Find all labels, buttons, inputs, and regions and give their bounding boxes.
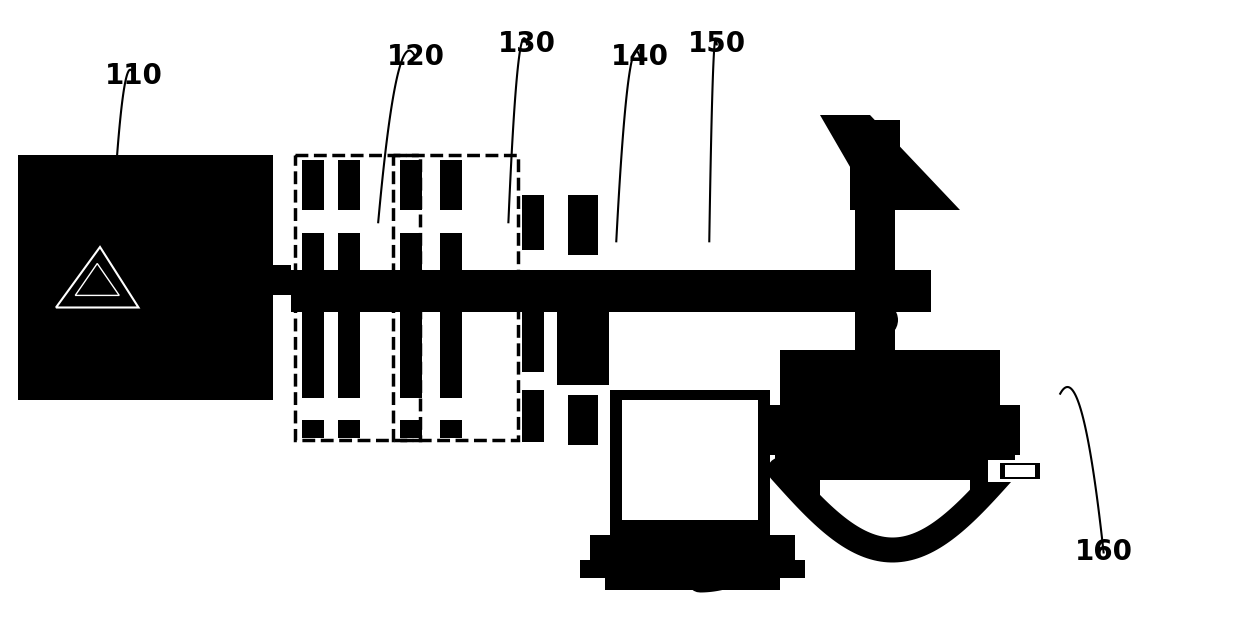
- Bar: [440, 160, 463, 210]
- Bar: [856, 200, 895, 415]
- Bar: [590, 535, 795, 565]
- Bar: [522, 390, 544, 442]
- Bar: [291, 270, 931, 312]
- Bar: [760, 405, 1021, 455]
- Text: 150: 150: [688, 30, 745, 58]
- Bar: [1004, 465, 1035, 477]
- Bar: [970, 478, 988, 496]
- Text: 110: 110: [105, 62, 162, 90]
- Bar: [440, 420, 463, 438]
- Bar: [440, 233, 463, 398]
- Bar: [303, 160, 324, 210]
- Bar: [401, 160, 422, 210]
- Bar: [303, 233, 324, 398]
- Bar: [557, 270, 609, 385]
- Bar: [999, 463, 1040, 479]
- Circle shape: [862, 302, 898, 338]
- Bar: [780, 350, 999, 410]
- Text: 120: 120: [387, 43, 444, 71]
- Bar: [273, 265, 291, 295]
- Bar: [663, 543, 717, 555]
- Bar: [988, 460, 1038, 482]
- Bar: [620, 530, 765, 542]
- Bar: [849, 120, 900, 210]
- Bar: [393, 155, 518, 440]
- Bar: [401, 233, 422, 398]
- Bar: [568, 395, 598, 445]
- Bar: [339, 420, 360, 438]
- Bar: [303, 420, 324, 438]
- Bar: [990, 463, 1038, 477]
- Bar: [339, 233, 360, 398]
- Text: 160: 160: [1075, 538, 1132, 566]
- Bar: [580, 560, 805, 578]
- Bar: [295, 155, 420, 440]
- Bar: [19, 155, 273, 400]
- Bar: [522, 272, 544, 372]
- Bar: [401, 420, 422, 438]
- Polygon shape: [820, 115, 960, 210]
- Bar: [622, 400, 758, 520]
- Text: 140: 140: [611, 43, 668, 71]
- Bar: [339, 160, 360, 210]
- Bar: [775, 450, 1016, 480]
- Text: 130: 130: [498, 30, 556, 58]
- Bar: [660, 540, 720, 558]
- Bar: [610, 390, 770, 535]
- Bar: [522, 195, 544, 250]
- Bar: [605, 575, 780, 590]
- Bar: [568, 195, 598, 255]
- Bar: [800, 478, 820, 496]
